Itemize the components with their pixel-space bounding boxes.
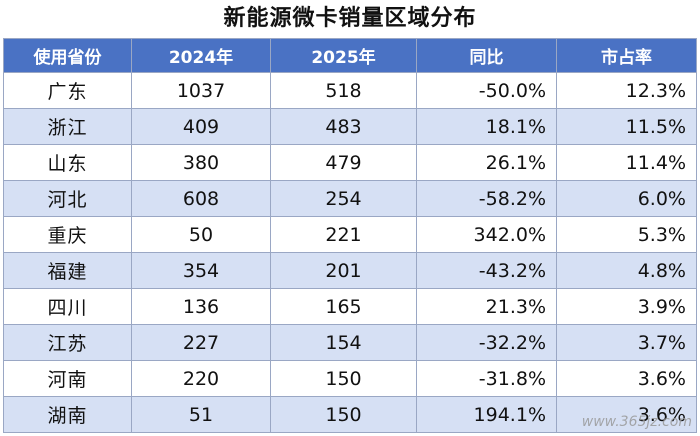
sales-table: 使用省份 2024年 2025年 同比 市占率 广东 1037 518 -50.0% 1…	[3, 38, 697, 433]
cell-yoy: -50.0%	[416, 72, 557, 109]
cell-2025: 518	[270, 72, 417, 109]
table-title: 新能源微卡销量区域分布	[223, 6, 477, 31]
cell-yoy: -32.2%	[416, 324, 557, 361]
cell-yoy: 194.1%	[416, 396, 557, 433]
column-header-2025: 2025年	[270, 38, 417, 73]
column-header-province: 使用省份	[3, 38, 132, 73]
cell-2024: 409	[131, 108, 271, 145]
header-row: 使用省份 2024年 2025年 同比 市占率	[3, 38, 697, 73]
table-row: 广东 1037 518 -50.0% 12.3%	[3, 72, 697, 109]
cell-share: 3.6%	[556, 360, 697, 397]
cell-2024: 354	[131, 252, 271, 289]
cell-yoy: -58.2%	[416, 180, 557, 217]
cell-2024: 50	[131, 216, 271, 253]
cell-province: 江苏	[3, 324, 132, 361]
cell-yoy: 18.1%	[416, 108, 557, 145]
cell-2025: 165	[270, 288, 417, 325]
column-header-yoy: 同比	[416, 38, 557, 73]
table-row: 江苏 227 154 -32.2% 3.7%	[3, 324, 697, 361]
cell-2024: 51	[131, 396, 271, 433]
cell-2024: 1037	[131, 72, 271, 109]
cell-province: 重庆	[3, 216, 132, 253]
cell-share: 4.8%	[556, 252, 697, 289]
table-row: 重庆 50 221 342.0% 5.3%	[3, 216, 697, 253]
cell-share: 11.4%	[556, 144, 697, 181]
column-header-share: 市占率	[556, 38, 697, 73]
cell-province: 浙江	[3, 108, 132, 145]
cell-share: 3.7%	[556, 324, 697, 361]
cell-2024: 608	[131, 180, 271, 217]
cell-2025: 483	[270, 108, 417, 145]
cell-2025: 479	[270, 144, 417, 181]
cell-share: 12.3%	[556, 72, 697, 109]
table-row: 福建 354 201 -43.2% 4.8%	[3, 252, 697, 289]
cell-2024: 380	[131, 144, 271, 181]
cell-2024: 136	[131, 288, 271, 325]
cell-province: 河北	[3, 180, 132, 217]
cell-province: 福建	[3, 252, 132, 289]
cell-2025: 201	[270, 252, 417, 289]
cell-2024: 220	[131, 360, 271, 397]
cell-share: 5.3%	[556, 216, 697, 253]
cell-yoy: 26.1%	[416, 144, 557, 181]
cell-yoy: 342.0%	[416, 216, 557, 253]
cell-province: 河南	[3, 360, 132, 397]
cell-2025: 150	[270, 360, 417, 397]
table-row: 河北 608 254 -58.2% 6.0%	[3, 180, 697, 217]
cell-2024: 227	[131, 324, 271, 361]
cell-share: 6.0%	[556, 180, 697, 217]
cell-share: 11.5%	[556, 108, 697, 145]
table-row: 河南 220 150 -31.8% 3.6%	[3, 360, 697, 397]
watermark: www.365jz.com	[581, 414, 692, 430]
cell-2025: 150	[270, 396, 417, 433]
table-row: 四川 136 165 21.3% 3.9%	[3, 288, 697, 325]
table-row: 湖南 51 150 194.1% 3.6%	[3, 396, 697, 433]
table-row: 浙江 409 483 18.1% 11.5%	[3, 108, 697, 145]
cell-yoy: -43.2%	[416, 252, 557, 289]
cell-yoy: 21.3%	[416, 288, 557, 325]
cell-province: 四川	[3, 288, 132, 325]
cell-province: 湖南	[3, 396, 132, 433]
cell-2025: 221	[270, 216, 417, 253]
cell-share: 3.9%	[556, 288, 697, 325]
cell-province: 广东	[3, 72, 132, 109]
cell-2025: 254	[270, 180, 417, 217]
cell-yoy: -31.8%	[416, 360, 557, 397]
cell-share: 3.6%	[556, 396, 697, 433]
cell-2025: 154	[270, 324, 417, 361]
cell-province: 山东	[3, 144, 132, 181]
table-row: 山东 380 479 26.1% 11.4%	[3, 144, 697, 181]
column-header-2024: 2024年	[131, 38, 271, 73]
